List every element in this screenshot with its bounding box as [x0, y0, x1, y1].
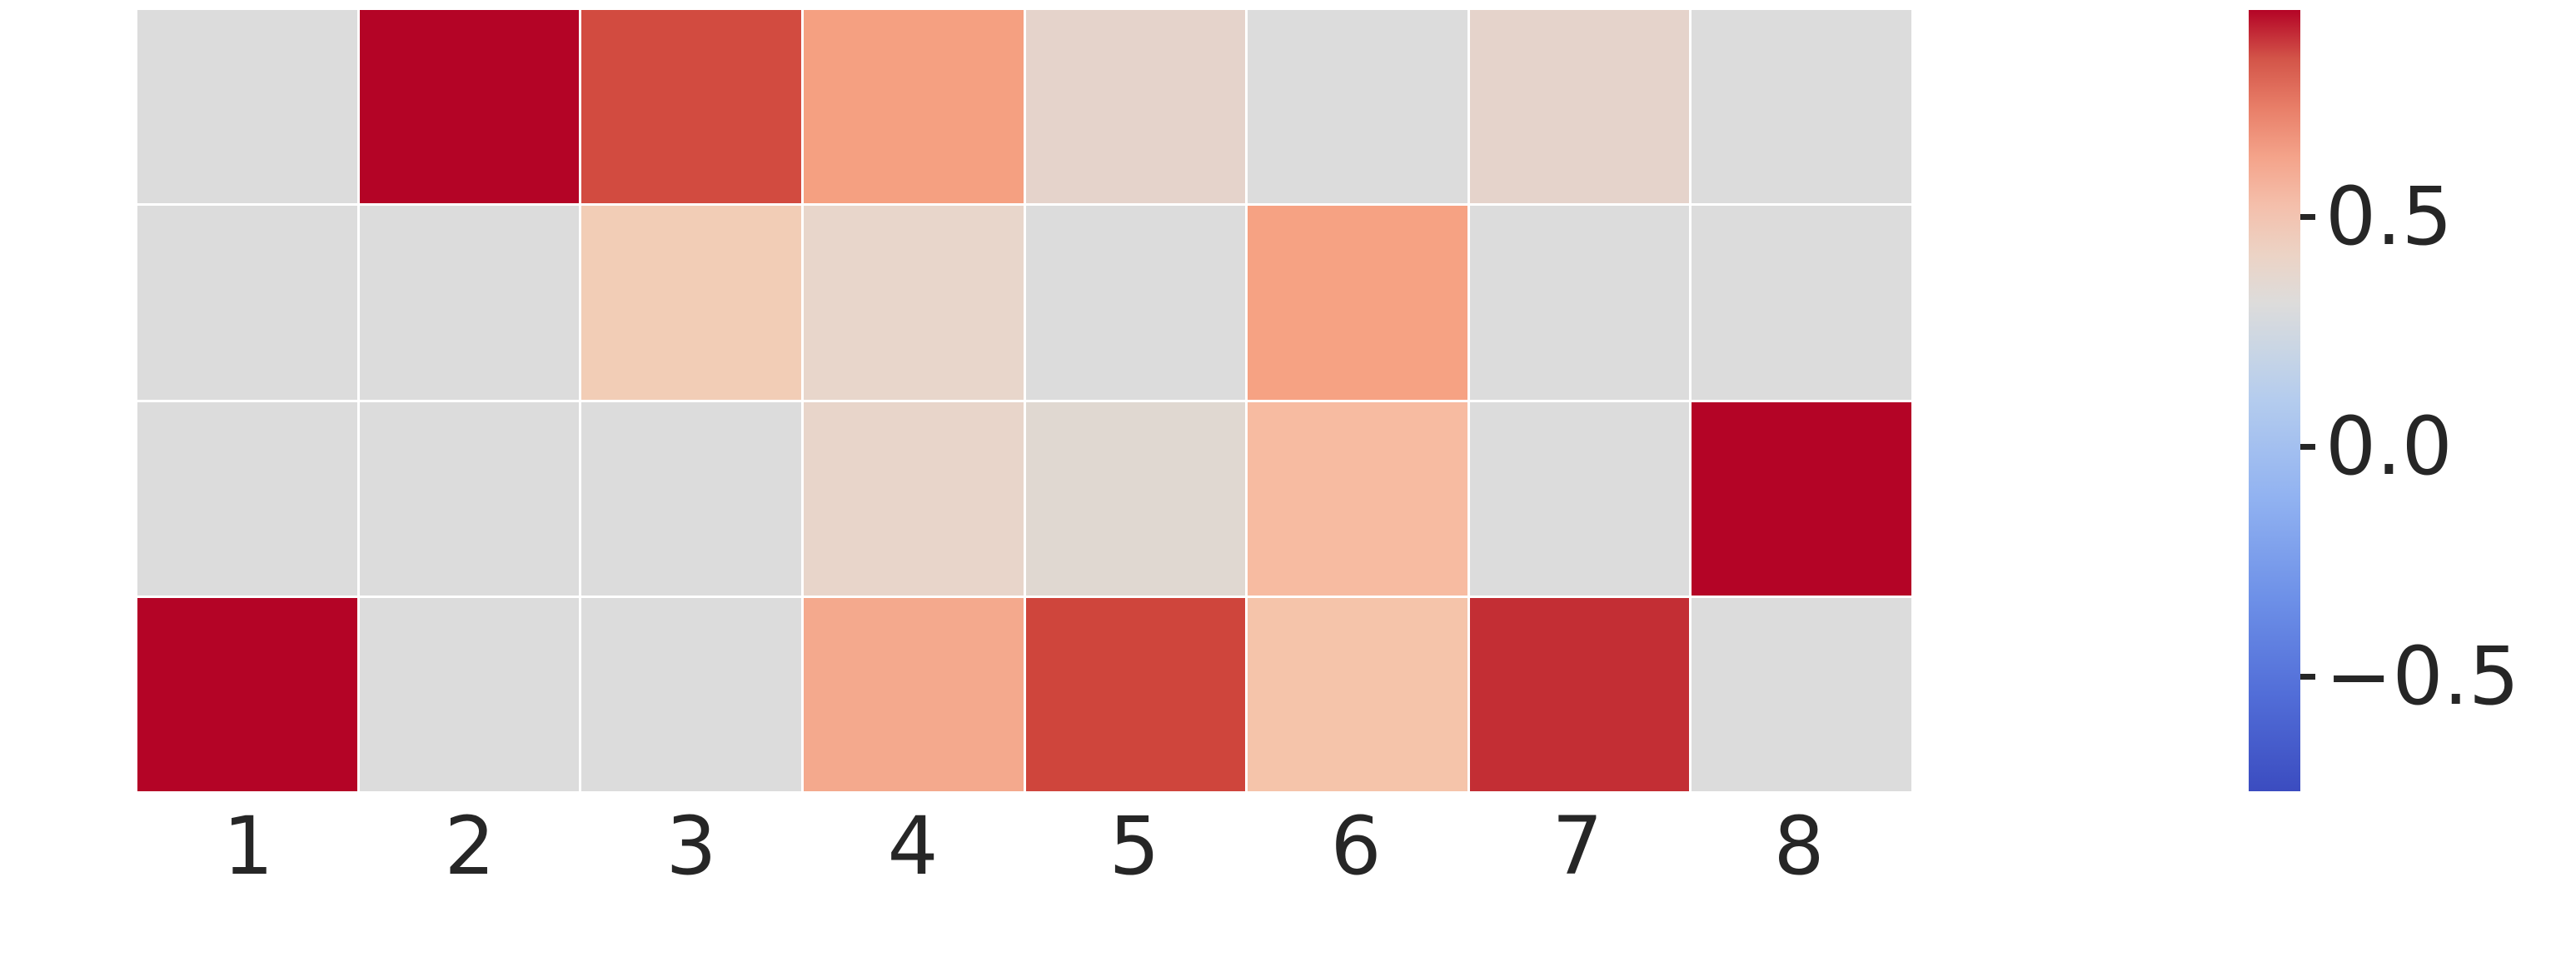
heatmap-cell-A-6[interactable] [1248, 10, 1467, 204]
heatmap-plot-area [137, 10, 1911, 791]
xtick-label-4: 4 [887, 800, 939, 893]
heatmap-cell-C-8[interactable] [1692, 206, 1911, 400]
heatmap-cell-G-5[interactable] [1025, 401, 1246, 596]
heatmap-cell-G-4[interactable] [803, 401, 1024, 596]
heatmap-cell-T-6[interactable] [1248, 597, 1467, 791]
xtick-label-7: 7 [1552, 800, 1603, 893]
heatmap-cell-A-2[interactable] [359, 10, 580, 204]
heatmap-cell-A-7[interactable] [1469, 10, 1690, 204]
xtick-label-3: 3 [665, 800, 717, 893]
heatmap-cell-G-3[interactable] [581, 401, 801, 596]
heatmap-cell-T-3[interactable] [581, 597, 801, 791]
heatmap-cell-G-7[interactable] [1469, 401, 1690, 596]
heatmap-cell-C-2[interactable] [359, 206, 580, 400]
xtick-label-2: 2 [444, 800, 496, 893]
heatmap-cell-C-7[interactable] [1469, 206, 1690, 400]
heatmap-cell-G-1[interactable] [137, 401, 357, 596]
xtick-label-6: 6 [1330, 800, 1382, 893]
heatmap-cell-A-8[interactable] [1692, 10, 1911, 204]
heatmap-cell-T-2[interactable] [359, 597, 580, 791]
heatmap-cell-G-8[interactable] [1692, 401, 1911, 596]
heatmap-cell-A-5[interactable] [1025, 10, 1246, 204]
heatmap-cell-C-3[interactable] [581, 206, 801, 400]
heatmap-cell-A-4[interactable] [803, 10, 1024, 204]
colorbar-gradient [2249, 10, 2300, 791]
heatmap-cell-A-3[interactable] [581, 10, 801, 204]
colorbar[interactable]: 0.5 0.0 −0.5 [2249, 10, 2519, 791]
heatmap-cell-G-2[interactable] [359, 401, 580, 596]
heatmap-cell-C-4[interactable] [803, 206, 1024, 400]
xtick-label-8: 8 [1773, 800, 1825, 893]
heatmap-cell-T-7[interactable] [1469, 597, 1690, 791]
heatmap-cell-T-1[interactable] [137, 597, 357, 791]
heatmap-cell-G-6[interactable] [1248, 401, 1467, 596]
colorbar-ticklabel-1: 0.0 [2325, 400, 2453, 494]
heatmap-cell-C-6[interactable] [1248, 206, 1467, 400]
heatmap-cell-grid [137, 10, 1911, 791]
xtick-label-5: 5 [1109, 800, 1160, 893]
heatmap-cell-C-5[interactable] [1025, 206, 1246, 400]
heatmap-cell-T-4[interactable] [803, 597, 1024, 791]
colorbar-tickmark-2 [2300, 674, 2315, 680]
colorbar-tickmark-0 [2300, 214, 2315, 221]
colorbar-ticklabel-2: −0.5 [2325, 630, 2520, 724]
heatmap-cell-C-1[interactable] [137, 206, 357, 400]
heatmap-cell-T-5[interactable] [1025, 597, 1246, 791]
heatmap-cell-A-1[interactable] [137, 10, 357, 204]
colorbar-tickmark-1 [2300, 444, 2315, 451]
colorbar-ticklabel-0: 0.5 [2325, 170, 2453, 264]
xtick-label-1: 1 [222, 800, 274, 893]
heatmap-cell-T-8[interactable] [1692, 597, 1911, 791]
